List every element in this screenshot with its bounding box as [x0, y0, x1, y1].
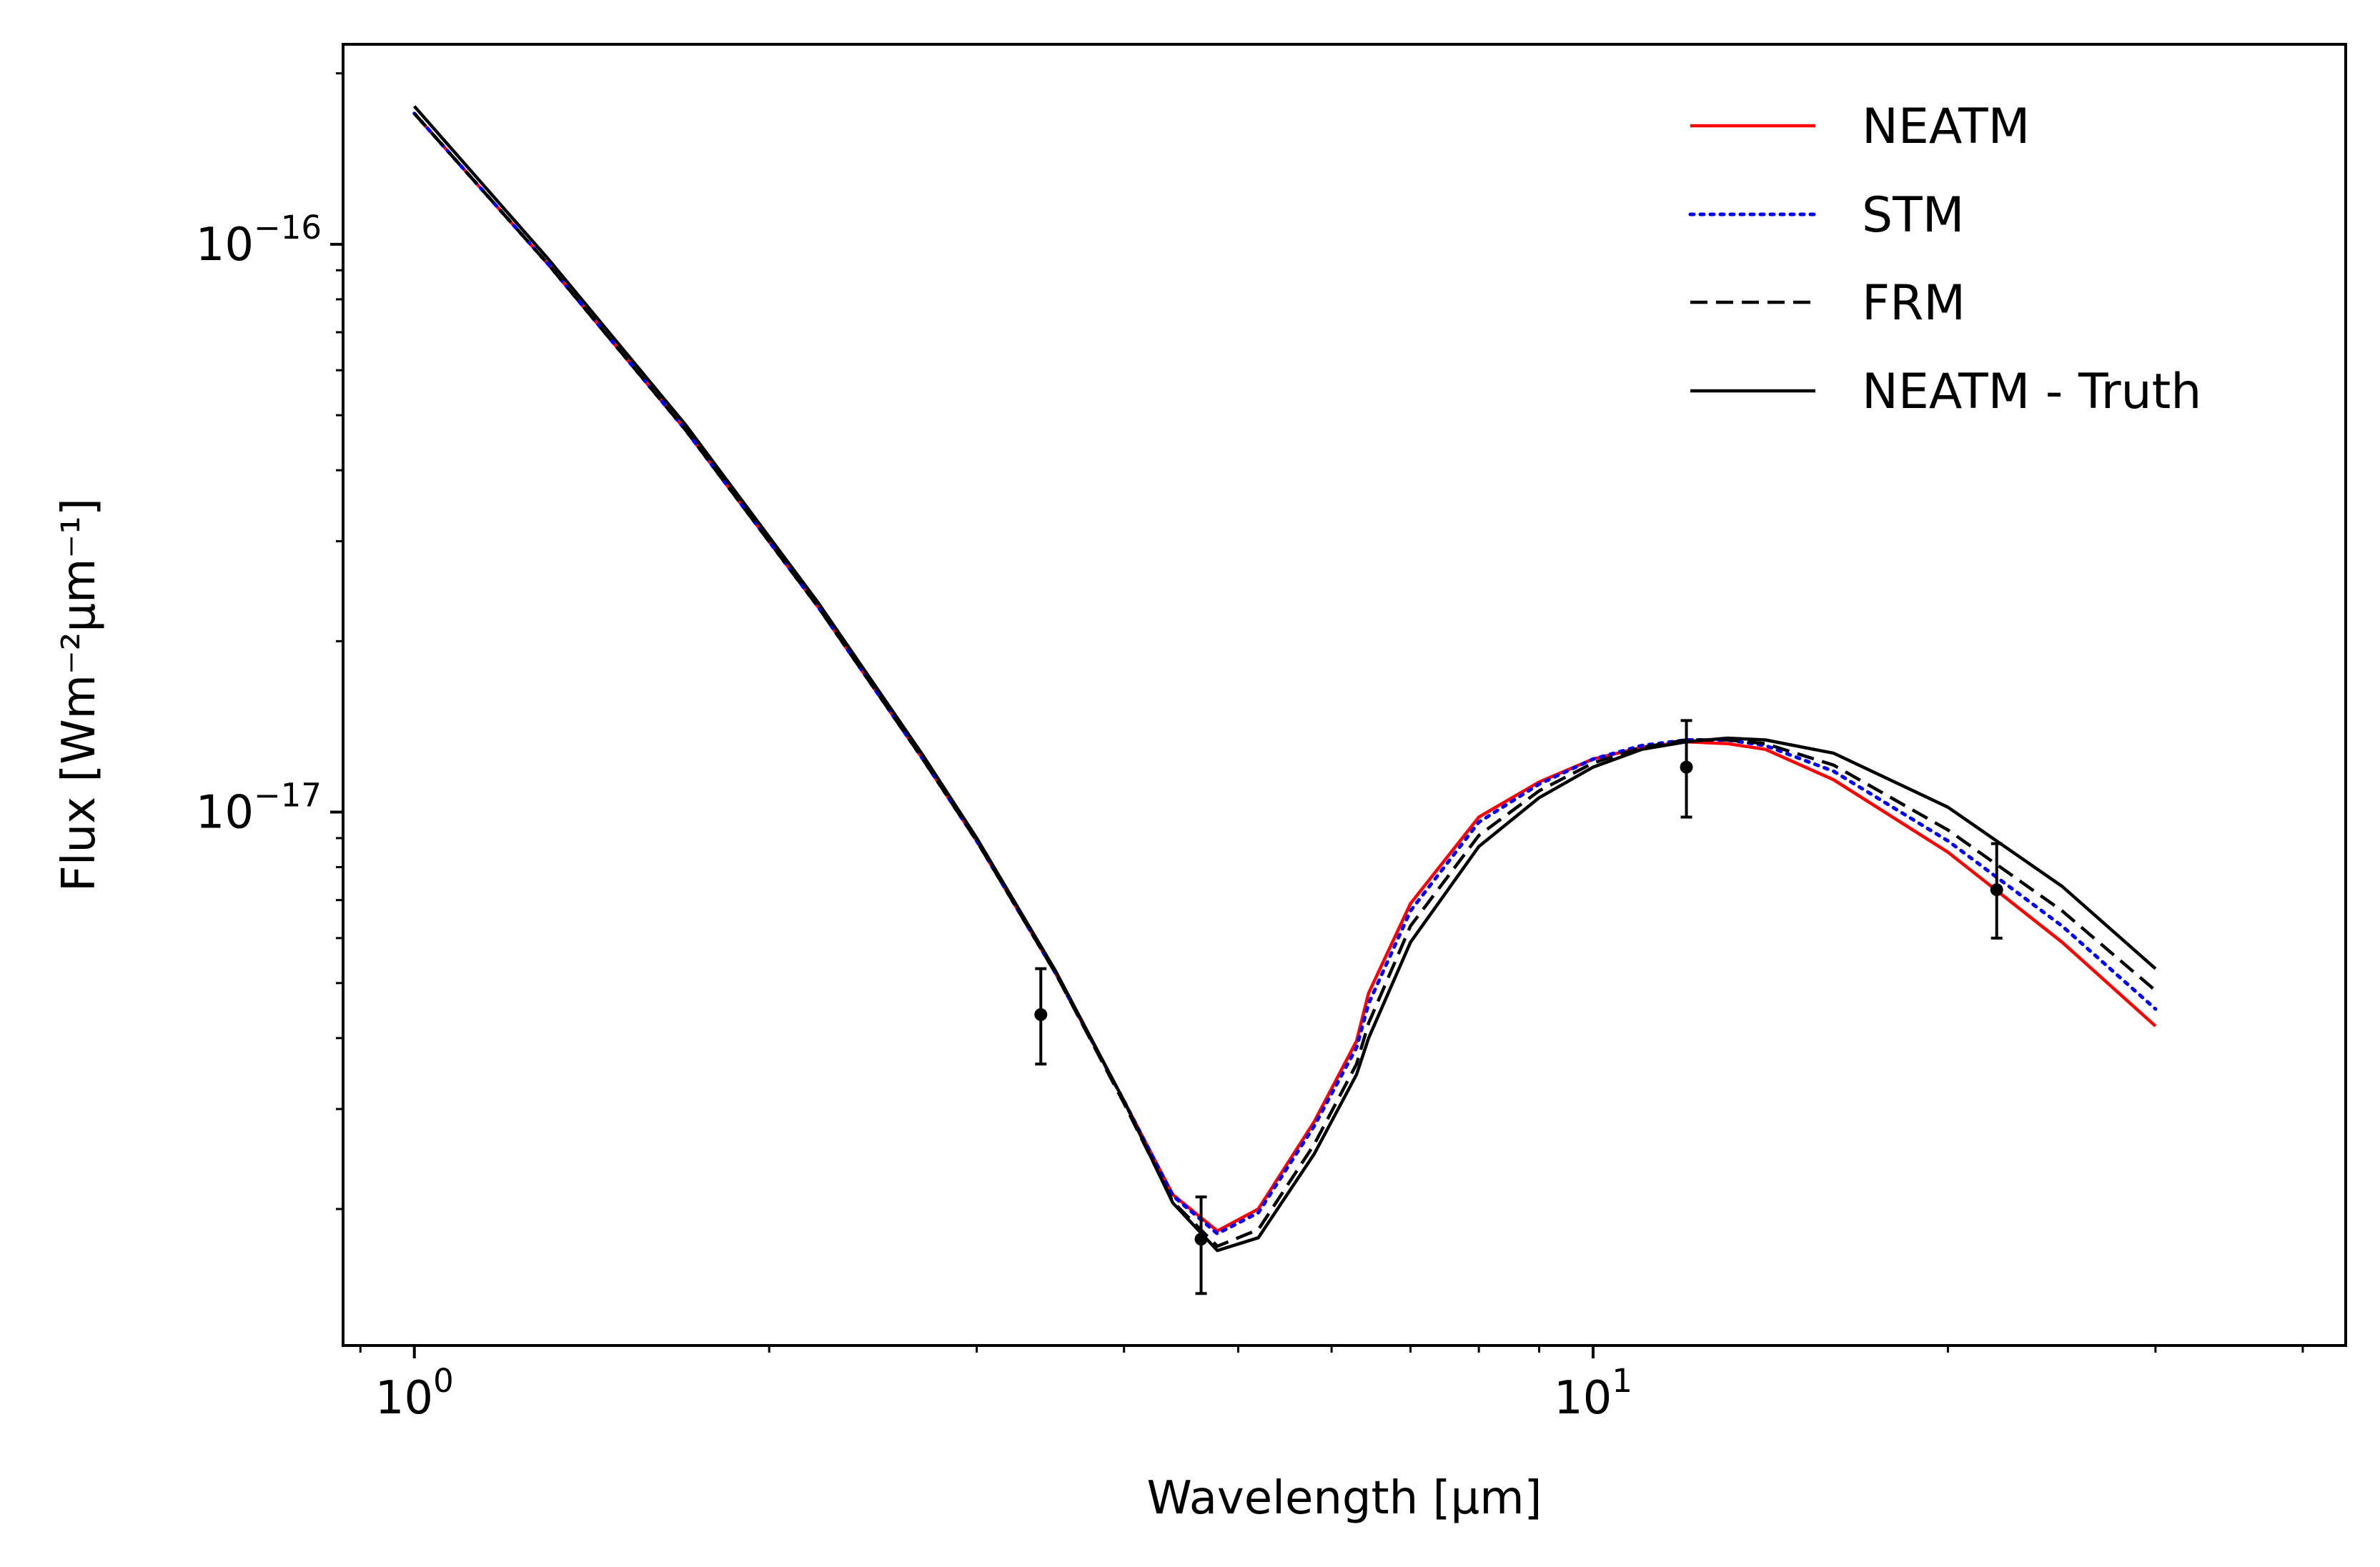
y-tick-base: 10	[196, 787, 254, 840]
x-tick-base: 10	[375, 1372, 433, 1425]
legend-label-neatm-truth: NEATM - Truth	[1862, 364, 2201, 420]
legend-label-neatm: NEATM	[1862, 99, 2030, 155]
axes-frame	[342, 43, 2347, 1347]
y-tick-exp: −17	[254, 777, 322, 815]
observation-point	[1034, 1008, 1048, 1021]
x-tick-exp: 0	[433, 1362, 454, 1400]
y-axis-label: Flux [Wm⁻²μm⁻¹]	[53, 498, 106, 892]
series-group	[412, 105, 2158, 1295]
series-line-frm	[413, 112, 2157, 1248]
x-tick-exp: 1	[1612, 1362, 1632, 1400]
x-tick-base: 10	[1554, 1372, 1612, 1425]
observation-point	[1194, 1233, 1208, 1246]
observation-point	[1680, 760, 1693, 774]
series-line-neatm-truth	[413, 105, 2157, 1253]
y-tick-base: 10	[196, 219, 254, 272]
x-tick-label: 101	[1554, 1362, 1632, 1425]
legend-label-frm: FRM	[1862, 275, 1965, 332]
plot-area	[412, 105, 2158, 1295]
y-tick-label: 10−17	[196, 777, 322, 840]
legend-label-stm: STM	[1862, 187, 1964, 244]
y-tick-exp: −16	[254, 209, 322, 247]
x-axis-label: Wavelength [μm]	[1147, 1472, 1542, 1525]
y-tick-label: 10−16	[196, 209, 322, 272]
legend: NEATM STM FRM NEATM - Truth	[1688, 99, 2201, 420]
observation-point	[1990, 883, 2003, 897]
x-tick-label: 100	[375, 1362, 454, 1425]
